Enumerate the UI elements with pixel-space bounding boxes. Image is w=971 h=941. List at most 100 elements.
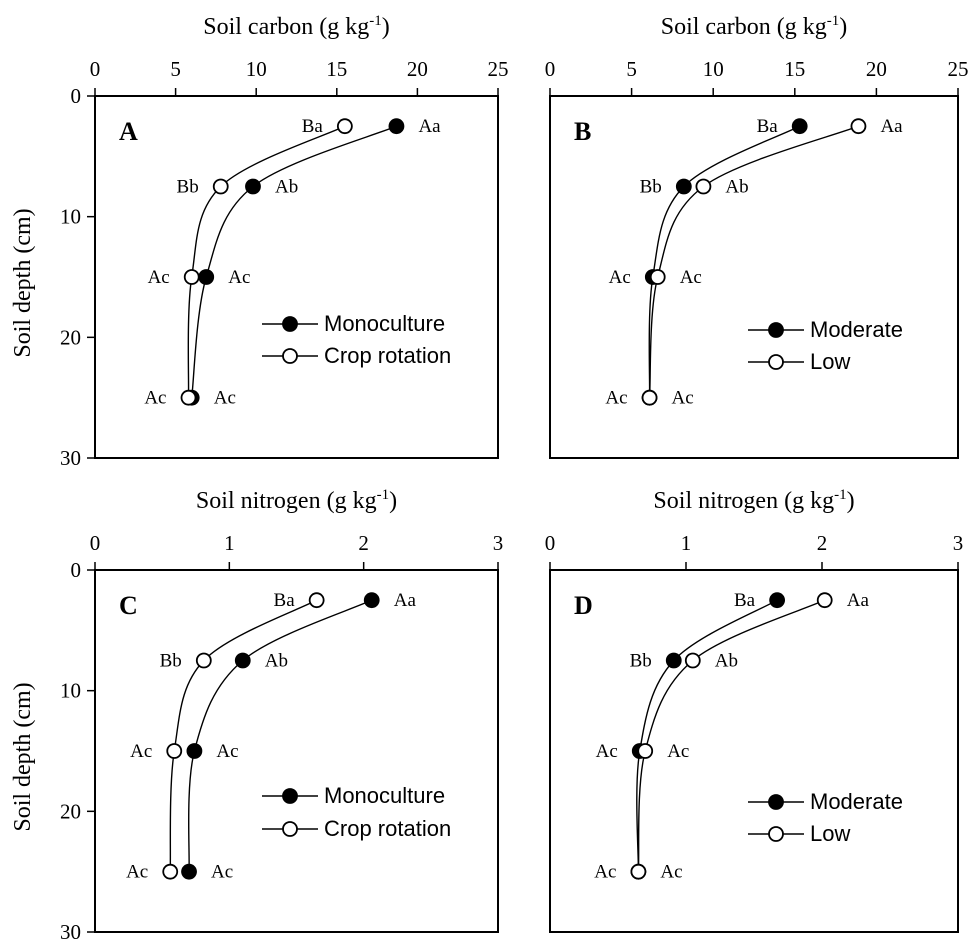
data-label: Ac [667, 741, 689, 762]
data-label: Aa [418, 116, 441, 137]
plot-frame [94, 95, 499, 459]
x-tick-label: 25 [948, 57, 969, 81]
legend-marker [282, 821, 298, 837]
data-label: Ab [715, 651, 738, 672]
data-point-moderate [791, 118, 808, 135]
data-point-low [816, 592, 833, 609]
legend-marker [768, 794, 784, 810]
data-label: Ac [214, 388, 236, 409]
x-tick-label: 5 [170, 57, 181, 81]
data-label: Ac [211, 862, 233, 883]
x-tick-label: 20 [407, 57, 428, 81]
data-label: Ac [126, 862, 148, 883]
x-tick-label: 0 [90, 531, 101, 555]
data-label: Ac [228, 267, 250, 288]
x-tick-label: 2 [358, 531, 369, 555]
panel-b: 0 5 10 15 20 25 Soil carbon (g kg-1) B Ba Bb Ac Ac A… [545, 13, 969, 459]
x-tick-label: 0 [545, 57, 556, 81]
series-line-moderate [636, 599, 778, 872]
legend-marker [282, 348, 298, 364]
data-label: Bb [160, 651, 182, 672]
data-label: Ac [660, 862, 682, 883]
data-label: Aa [880, 116, 903, 137]
data-point-low [695, 178, 712, 195]
x-axis-title: Soil carbon (g kg-1) [661, 13, 847, 40]
legend-entry: Moderate [810, 789, 903, 814]
data-point-crop-rotation [183, 269, 200, 285]
legend-entry: Low [810, 821, 850, 846]
legend-entry: Crop rotation [324, 816, 451, 841]
x-tick-label: 0 [90, 57, 101, 81]
data-point-crop-rotation [212, 178, 229, 195]
x-axis-title-close: ) [382, 14, 390, 40]
data-label: Ac [216, 741, 238, 762]
series-line-monoculture [187, 599, 373, 872]
data-label: Ac [680, 267, 702, 288]
data-point-moderate [675, 178, 692, 195]
panel-letter: B [574, 117, 591, 146]
x-tick-label: 3 [953, 531, 964, 555]
data-point-low [850, 118, 867, 135]
data-label: Aa [847, 590, 870, 611]
data-point-monoculture [388, 118, 405, 135]
legend: Monoculture Crop rotation [262, 311, 451, 368]
x-tick-label: 15 [784, 57, 805, 81]
data-point-monoculture [363, 592, 380, 609]
data-point-low [649, 269, 666, 285]
legend: Monoculture Crop rotation [262, 783, 451, 841]
x-axis-title-exponent: -1 [827, 13, 840, 29]
x-axis-title-main: Soil nitrogen (g kg [196, 488, 377, 514]
x-axis-title: Soil carbon (g kg-1) [203, 13, 389, 40]
x-tick-label: 0 [545, 531, 556, 555]
panel-letter: C [119, 591, 138, 620]
legend-entry: Low [810, 349, 850, 374]
y-tick-label: 10 [60, 679, 81, 703]
data-label: Ba [757, 116, 779, 137]
data-point-low [641, 389, 658, 406]
x-axis-title-main: Soil nitrogen (g kg [653, 488, 834, 514]
data-label: Ac [144, 388, 166, 409]
y-tick-label: 30 [60, 920, 81, 941]
data-point-crop-rotation [166, 743, 183, 759]
data-label: Bb [177, 177, 199, 198]
y-tick-label: 30 [60, 446, 81, 470]
x-tick-label: 15 [326, 57, 347, 81]
y-tick-label: 20 [60, 799, 81, 823]
series-line-moderate [648, 125, 801, 398]
x-axis-title-exponent: -1 [834, 487, 847, 503]
data-point-monoculture [181, 863, 197, 880]
data-point-monoculture [245, 178, 261, 195]
data-point-low [637, 743, 654, 759]
legend-marker [768, 322, 784, 338]
legend-marker [282, 788, 298, 804]
data-label: Ba [274, 590, 296, 611]
data-label: Ac [148, 267, 170, 288]
y-tick-label: 0 [71, 558, 82, 582]
x-tick-label: 10 [246, 57, 267, 81]
data-point-crop-rotation [162, 863, 179, 880]
series-line-low [648, 125, 859, 398]
data-point-moderate [769, 592, 786, 609]
plot-frame [549, 95, 959, 459]
data-point-low [684, 652, 701, 669]
data-label: Ba [734, 590, 756, 611]
legend-entry: Monoculture [324, 311, 445, 336]
data-point-crop-rotation [308, 592, 325, 609]
y-axis-title: Soil depth (cm) [10, 208, 36, 357]
series-line-monoculture [191, 125, 397, 398]
legend: Moderate Low [748, 317, 903, 374]
data-label: Ac [605, 388, 627, 409]
data-point-low [630, 863, 647, 880]
series-line-crop-rotation [169, 599, 317, 872]
x-axis-title-exponent: -1 [369, 13, 382, 29]
legend-entry: Moderate [810, 317, 903, 342]
panel-letter: A [119, 117, 138, 146]
legend-entry: Crop rotation [324, 343, 451, 368]
x-tick-label: 3 [493, 531, 504, 555]
x-axis-title-main: Soil carbon (g kg [661, 14, 827, 40]
panel-d: 0 1 2 3 Soil nitrogen (g kg-1) D Ba Bb Ac Ac Aa Ab A… [545, 487, 964, 933]
data-point-crop-rotation [180, 389, 197, 406]
